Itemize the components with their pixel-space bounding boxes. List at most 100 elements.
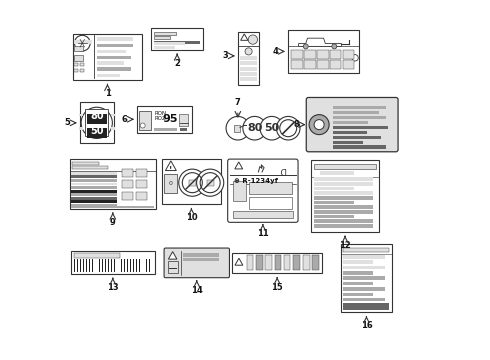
Bar bbox=[330, 50, 342, 59]
Bar bbox=[154, 46, 175, 49]
Bar bbox=[314, 215, 354, 218]
Bar bbox=[240, 62, 257, 65]
Bar bbox=[314, 196, 373, 200]
Bar bbox=[100, 260, 101, 272]
Bar bbox=[87, 114, 107, 118]
Polygon shape bbox=[169, 252, 177, 259]
Text: 4: 4 bbox=[272, 47, 278, 56]
Text: 8: 8 bbox=[293, 120, 299, 129]
Bar bbox=[80, 102, 114, 143]
Polygon shape bbox=[235, 162, 243, 169]
Bar bbox=[136, 169, 147, 177]
Bar bbox=[146, 260, 147, 272]
Circle shape bbox=[140, 123, 145, 128]
Bar bbox=[87, 133, 107, 138]
Bar bbox=[314, 219, 373, 223]
Bar bbox=[106, 260, 107, 272]
Text: 1: 1 bbox=[104, 89, 110, 98]
Bar bbox=[105, 260, 106, 272]
Bar bbox=[343, 255, 385, 258]
Bar bbox=[249, 182, 293, 194]
Bar bbox=[183, 267, 205, 271]
Bar bbox=[168, 261, 178, 273]
Text: ROZ: ROZ bbox=[155, 116, 167, 121]
Bar bbox=[240, 67, 257, 71]
Bar bbox=[183, 263, 212, 266]
Bar bbox=[233, 181, 246, 201]
Bar bbox=[103, 260, 104, 272]
Bar bbox=[314, 164, 376, 169]
Bar bbox=[97, 50, 125, 53]
Bar bbox=[304, 60, 316, 69]
Bar bbox=[343, 271, 373, 275]
Text: 12: 12 bbox=[339, 241, 351, 250]
Bar bbox=[111, 127, 115, 130]
Bar bbox=[292, 50, 303, 59]
Bar bbox=[111, 260, 112, 272]
Bar bbox=[330, 60, 342, 69]
Bar bbox=[240, 77, 257, 81]
Bar bbox=[293, 255, 300, 270]
Bar bbox=[136, 180, 147, 188]
Bar bbox=[292, 60, 303, 69]
Circle shape bbox=[245, 48, 252, 55]
Bar bbox=[72, 172, 117, 175]
Bar bbox=[71, 251, 155, 274]
Bar bbox=[266, 255, 272, 270]
Bar bbox=[85, 109, 108, 136]
Bar bbox=[183, 271, 208, 274]
Bar bbox=[343, 266, 385, 269]
Bar bbox=[314, 177, 373, 181]
Bar bbox=[74, 253, 120, 258]
Polygon shape bbox=[166, 161, 176, 171]
Bar bbox=[240, 56, 257, 60]
Bar bbox=[77, 260, 78, 272]
Text: 5: 5 bbox=[64, 118, 70, 127]
Bar bbox=[343, 60, 354, 69]
Bar bbox=[102, 260, 103, 272]
Bar bbox=[154, 41, 200, 44]
Bar bbox=[91, 260, 92, 272]
Bar bbox=[133, 260, 134, 272]
Text: 15: 15 bbox=[271, 283, 283, 292]
Bar bbox=[113, 260, 114, 272]
Bar bbox=[138, 260, 139, 272]
Text: !: ! bbox=[169, 166, 172, 172]
Bar bbox=[333, 121, 368, 124]
Bar bbox=[72, 186, 117, 189]
Bar bbox=[136, 260, 137, 272]
Bar bbox=[249, 197, 293, 209]
Bar bbox=[74, 40, 92, 44]
Bar bbox=[97, 37, 133, 41]
Bar bbox=[72, 201, 117, 203]
Bar bbox=[72, 206, 154, 208]
Bar bbox=[341, 244, 392, 312]
Bar bbox=[143, 260, 144, 272]
Bar bbox=[343, 293, 373, 296]
Bar bbox=[314, 187, 354, 190]
Bar bbox=[74, 63, 78, 66]
Bar bbox=[114, 260, 115, 272]
Bar bbox=[70, 158, 156, 208]
Circle shape bbox=[81, 107, 112, 139]
Polygon shape bbox=[298, 38, 342, 46]
Bar bbox=[154, 36, 170, 39]
Bar bbox=[333, 111, 379, 114]
Circle shape bbox=[226, 116, 249, 140]
Text: 9: 9 bbox=[110, 218, 116, 227]
Bar bbox=[189, 180, 196, 185]
Bar bbox=[108, 260, 109, 272]
Bar bbox=[80, 260, 81, 272]
Bar bbox=[72, 175, 117, 178]
Bar bbox=[151, 28, 203, 50]
FancyBboxPatch shape bbox=[164, 248, 229, 278]
Bar bbox=[314, 182, 373, 186]
Bar bbox=[122, 192, 133, 200]
Bar bbox=[121, 260, 122, 272]
Bar bbox=[304, 50, 316, 59]
Text: 13: 13 bbox=[107, 283, 119, 292]
Bar bbox=[87, 119, 107, 123]
Circle shape bbox=[74, 35, 90, 51]
Bar bbox=[125, 260, 126, 272]
Bar bbox=[164, 174, 176, 193]
